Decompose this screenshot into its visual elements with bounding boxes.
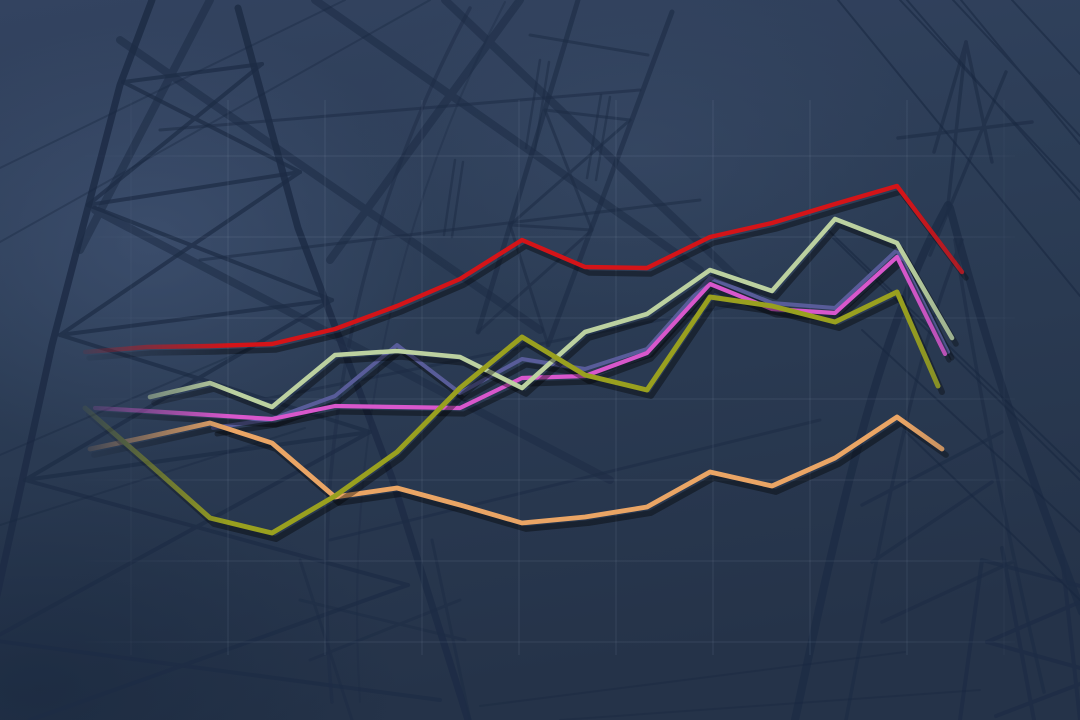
line-series-red xyxy=(82,183,965,355)
line-series-sage-green xyxy=(147,216,955,410)
line-series-slate-purple xyxy=(211,248,950,430)
line-shadow-olive xyxy=(86,295,945,542)
chart-lines xyxy=(82,183,969,542)
line-series-magenta xyxy=(92,254,948,422)
chart-grid xyxy=(85,100,1015,655)
cloud-haze xyxy=(360,0,920,330)
line-series-olive xyxy=(82,289,941,536)
corner-shadow xyxy=(0,470,400,720)
line-series-orange xyxy=(87,414,945,526)
line-shadow-sage-green xyxy=(151,222,959,416)
line-shadow-red xyxy=(86,189,969,361)
line-shadow-orange xyxy=(91,420,949,532)
